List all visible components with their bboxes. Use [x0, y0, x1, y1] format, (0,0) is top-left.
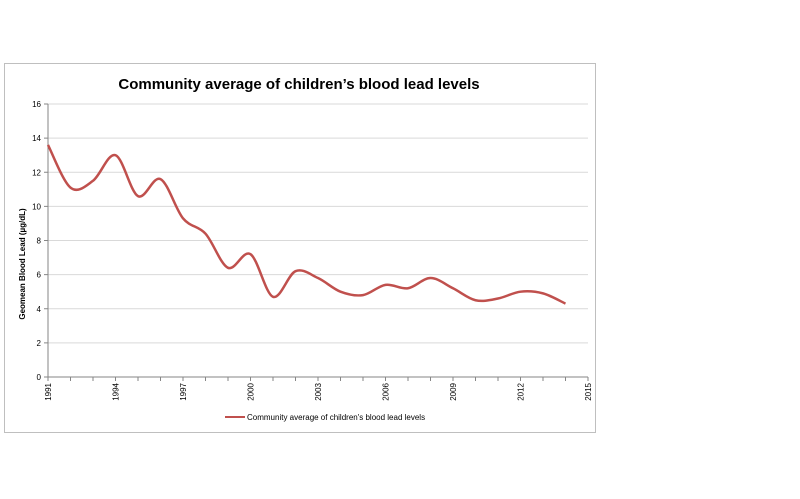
axes — [44, 103, 589, 381]
x-tick-label: 2012 — [517, 382, 526, 400]
gridlines — [48, 103, 588, 344]
line-chart: Community average of children’s blood le… — [18, 76, 593, 422]
y-tick-label: 10 — [32, 202, 41, 211]
series-line — [46, 144, 567, 305]
y-tick-label: 0 — [37, 373, 42, 382]
y-tick-label: 6 — [37, 271, 42, 280]
y-tick-label: 12 — [32, 168, 41, 177]
x-tick-label: 2006 — [382, 382, 391, 400]
chart-title: Community average of children’s blood le… — [118, 76, 479, 93]
tick-labels: 0 2 4 6 8 10 12 14 16 1991 1994 1997 2000 2003 2006 200… — [32, 100, 593, 401]
x-tick-label: 2015 — [584, 382, 593, 400]
y-tick-label: 4 — [37, 305, 42, 314]
legend: Community average of children's blood le… — [225, 413, 425, 422]
x-tick-label: 1991 — [44, 382, 53, 400]
legend-label: Community average of children's blood le… — [247, 413, 425, 422]
y-tick-label: 2 — [37, 339, 42, 348]
chart-frame: Community average of children’s blood le… — [4, 63, 596, 433]
series-layer — [46, 144, 567, 305]
x-tick-label: 2009 — [449, 382, 458, 400]
x-tick-label: 1994 — [112, 382, 121, 400]
y-tick-label: 8 — [37, 237, 42, 246]
x-tick-label: 1997 — [179, 382, 188, 400]
y-tick-label: 14 — [32, 134, 41, 143]
x-tick-label: 2000 — [247, 382, 256, 400]
x-tick-label: 2003 — [314, 382, 323, 400]
y-tick-label: 16 — [32, 100, 41, 109]
y-axis-label: Geomean Blood Lead (µg/dL) — [18, 208, 27, 320]
